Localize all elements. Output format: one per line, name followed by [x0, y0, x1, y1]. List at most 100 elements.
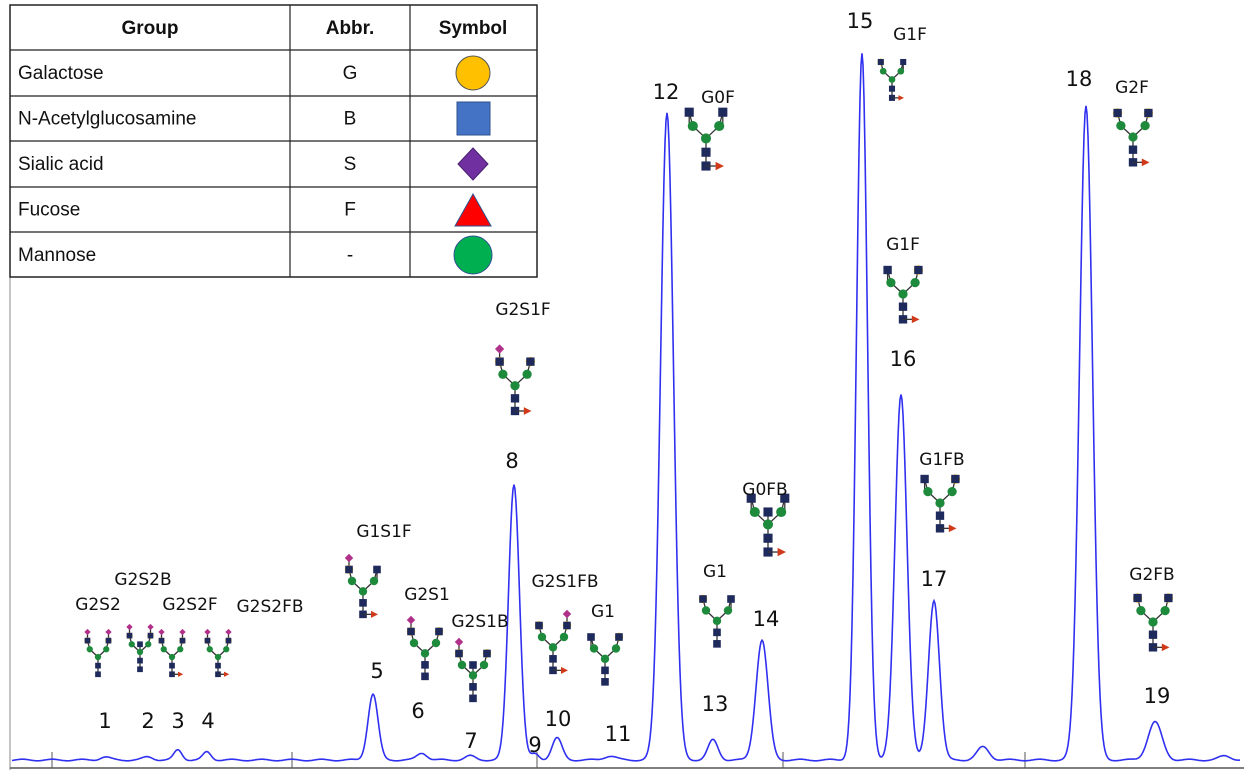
glcnac [727, 595, 735, 603]
peak-number: 16 [890, 347, 917, 371]
peak-number: 11 [605, 722, 632, 746]
sialic-acid [225, 629, 231, 635]
mannose [469, 671, 477, 679]
glcnac [526, 357, 534, 365]
abbreviation: S [344, 154, 357, 175]
abbreviation: - [347, 245, 353, 266]
sialic-acid [407, 616, 415, 624]
glcnac [763, 534, 772, 543]
glycan-name: G1F [893, 25, 927, 45]
mannose [129, 641, 135, 647]
glcnac [1113, 109, 1121, 117]
glcnac [469, 683, 477, 691]
sialic-acid [126, 624, 132, 630]
glcnac [1133, 594, 1141, 602]
peak-number: 5 [370, 659, 383, 683]
glcnac [345, 566, 353, 574]
sialic-acid [147, 624, 153, 630]
peak-number: 3 [171, 709, 184, 733]
glcnac [900, 59, 906, 65]
mannose [601, 655, 609, 663]
fucose [561, 667, 568, 674]
mannose [897, 68, 904, 75]
glcnac [455, 650, 463, 658]
mannose [1140, 121, 1149, 130]
glcnac [1144, 109, 1152, 117]
mannose [432, 639, 440, 647]
mannose [1148, 617, 1157, 626]
sialic-acid [563, 610, 571, 618]
glcnac [469, 661, 477, 669]
glcnac [407, 628, 415, 636]
abbreviation: G [343, 63, 358, 84]
glcnac-symbol [457, 102, 490, 135]
mannose [522, 370, 531, 379]
mannose [776, 507, 786, 517]
glycan-name: G2S1FB [531, 572, 598, 592]
fucose [778, 548, 786, 556]
glcnac [535, 622, 543, 630]
peak-number: 4 [201, 709, 214, 733]
fucose [949, 524, 957, 532]
glcnac [511, 394, 519, 402]
glcnac [85, 638, 91, 644]
chromatogram-figure: GroupAbbr.SymbolGalactoseGN-Acetylglucos… [0, 0, 1244, 773]
glcnac [137, 641, 143, 647]
galactose-symbol [456, 56, 490, 90]
sialic-acid [345, 554, 353, 562]
mannose [207, 646, 213, 652]
mannose [161, 646, 167, 652]
mannose [549, 643, 557, 651]
glcnac [137, 658, 143, 664]
fucose [716, 162, 724, 170]
mannose [935, 498, 944, 507]
peak-number: 12 [653, 80, 680, 104]
peak-number: 8 [505, 449, 518, 473]
glcnac [127, 633, 133, 639]
peak-number: 10 [545, 707, 572, 731]
glcnac [226, 638, 232, 644]
glcnac [615, 633, 623, 641]
mannose [898, 289, 907, 298]
legend-table [10, 5, 537, 277]
glcnac [889, 86, 895, 92]
mannose [510, 381, 519, 390]
group-name: N-Acetylglucosamine [18, 109, 196, 130]
fucose [1142, 158, 1150, 166]
glycan-name: G2F [1115, 78, 1149, 98]
sialic-acid [204, 629, 210, 635]
sialic-acid [158, 629, 164, 635]
sialic-acid [179, 629, 185, 635]
mannose [880, 68, 887, 75]
peak-number: 15 [847, 9, 874, 33]
mannose [947, 487, 956, 496]
mannose [370, 577, 378, 585]
glcnac [469, 695, 477, 703]
peak-number: 9 [528, 733, 541, 757]
glcnac [421, 661, 429, 669]
glcnac [878, 59, 884, 65]
glcnac [685, 108, 694, 117]
mannose [701, 133, 711, 143]
glcnac [883, 266, 891, 274]
glycan-name: G1 [703, 562, 727, 582]
glcnac [180, 638, 186, 644]
glcnac [95, 663, 101, 669]
mannose [612, 644, 620, 652]
sialic-acid [105, 629, 111, 635]
peak-number: 13 [702, 692, 729, 716]
group-name: Mannose [18, 245, 96, 266]
mannose-symbol [454, 236, 492, 274]
mannose [1128, 132, 1137, 141]
peak-number: 17 [921, 567, 948, 591]
mannose [348, 577, 356, 585]
glcnac [148, 633, 154, 639]
mannose [87, 646, 93, 652]
glycan-name: G1 [591, 602, 615, 622]
glcnac [713, 629, 721, 637]
glcnac [483, 650, 491, 658]
fucose [912, 315, 920, 323]
mannose [923, 487, 932, 496]
mannose [359, 587, 367, 595]
glcnac [914, 266, 922, 274]
